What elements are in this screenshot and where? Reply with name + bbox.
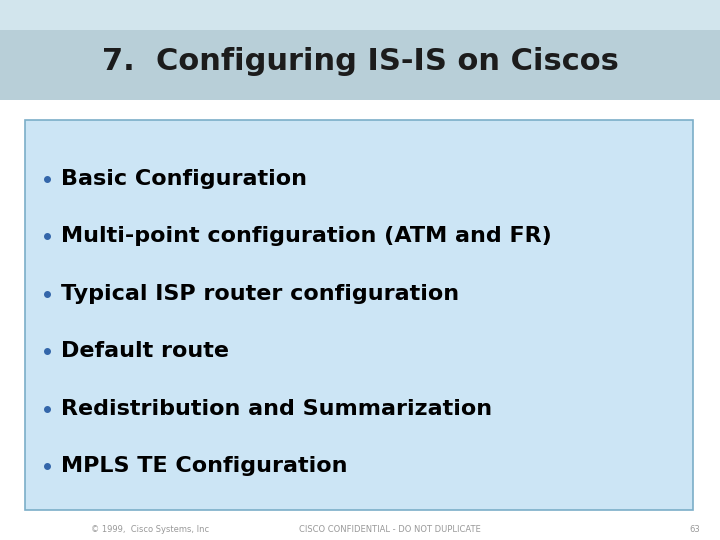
Text: Typical ISP router configuration: Typical ISP router configuration <box>61 284 459 303</box>
Bar <box>0 100 720 540</box>
Text: Redistribution and Summarization: Redistribution and Summarization <box>61 399 492 418</box>
Text: Basic Configuration: Basic Configuration <box>61 168 307 189</box>
Text: Multi-point configuration (ATM and FR): Multi-point configuration (ATM and FR) <box>61 226 552 246</box>
Bar <box>0 0 720 100</box>
Text: 63: 63 <box>690 525 701 535</box>
FancyBboxPatch shape <box>25 120 693 510</box>
Text: 7.  Configuring IS-IS on Ciscos: 7. Configuring IS-IS on Ciscos <box>102 48 618 77</box>
Text: © 1999,  Cisco Systems, Inc: © 1999, Cisco Systems, Inc <box>91 525 209 535</box>
Bar <box>0 0 720 30</box>
Text: MPLS TE Configuration: MPLS TE Configuration <box>61 456 348 476</box>
Text: CISCO CONFIDENTIAL - DO NOT DUPLICATE: CISCO CONFIDENTIAL - DO NOT DUPLICATE <box>299 525 481 535</box>
Text: Default route: Default route <box>61 341 229 361</box>
Ellipse shape <box>0 70 720 130</box>
